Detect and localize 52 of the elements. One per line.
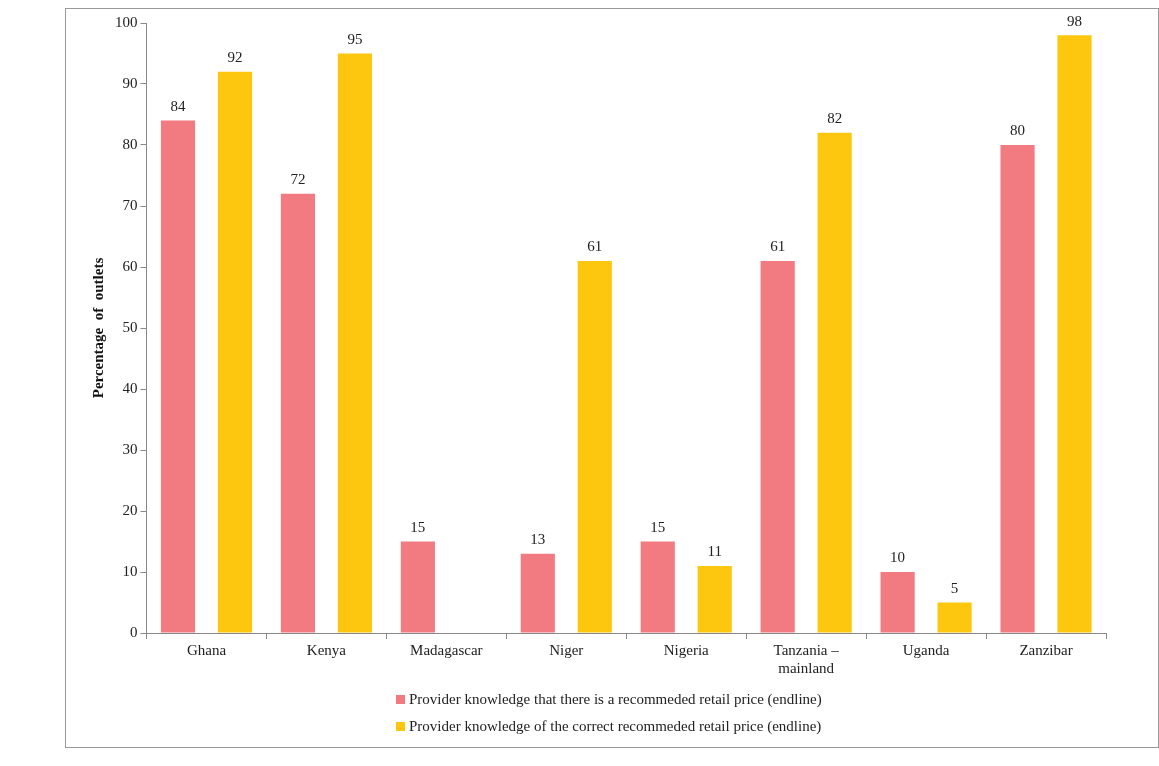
bar [280,193,316,633]
x-tick-label: Zanzibar [1019,641,1073,658]
bar [1057,35,1092,633]
bar [1000,145,1035,633]
y-tick-label: 10 [122,562,138,579]
y-tick-label: 50 [122,318,138,335]
x-tick-label: Tanzania – mainland [773,641,840,676]
bar [520,553,555,633]
data-label: 82 [827,110,843,127]
bar [880,572,915,633]
x-tick-label: Niger [549,641,584,658]
bar [937,602,972,633]
bar [337,53,372,633]
x-tick-label: Kenya [306,641,347,658]
data-label: 5 [950,579,959,596]
x-tick-label: Madagascar [410,641,483,658]
bar [217,71,253,633]
data-label: 10 [890,549,906,566]
bar [577,260,612,633]
legend-label: Provider knowledge that there is a recommeded retail price (endline) [409,691,822,708]
bar [400,541,435,633]
y-tick-label: 30 [122,440,138,457]
data-label: 80 [1010,122,1026,139]
y-tick-label: 20 [122,501,138,518]
x-tick-label: Uganda [902,641,950,658]
data-label: 15 [410,518,426,535]
data-label: 72 [290,171,306,188]
data-label: 13 [530,531,546,548]
bar [817,132,852,633]
y-tick-label: 90 [122,74,138,91]
y-tick-label: 80 [122,135,138,152]
data-label: 61 [587,238,603,255]
x-tick-label: Nigeria [663,641,710,658]
data-label: 95 [347,30,363,47]
y-tick-label: 40 [122,379,138,396]
y-tick-label: 0 [130,623,138,640]
y-axis-title: Percentage of outlets [89,257,106,399]
data-label: 98 [1067,12,1083,29]
bar [160,120,196,633]
bar [640,541,675,633]
y-tick-label: 60 [122,257,138,274]
bar [697,565,732,633]
data-label: 92 [227,49,243,66]
x-tick-label: Ghana [186,641,227,658]
y-tick-label: 100 [115,13,138,30]
data-label: 11 [707,543,722,560]
bar [760,260,795,633]
data-label: 84 [170,98,186,115]
data-label: 15 [650,518,666,535]
legend-label: Provider knowledge of the correct recommeded retail price (endline) [409,718,822,735]
y-tick-label: 70 [122,196,138,213]
data-label: 61 [770,238,786,255]
